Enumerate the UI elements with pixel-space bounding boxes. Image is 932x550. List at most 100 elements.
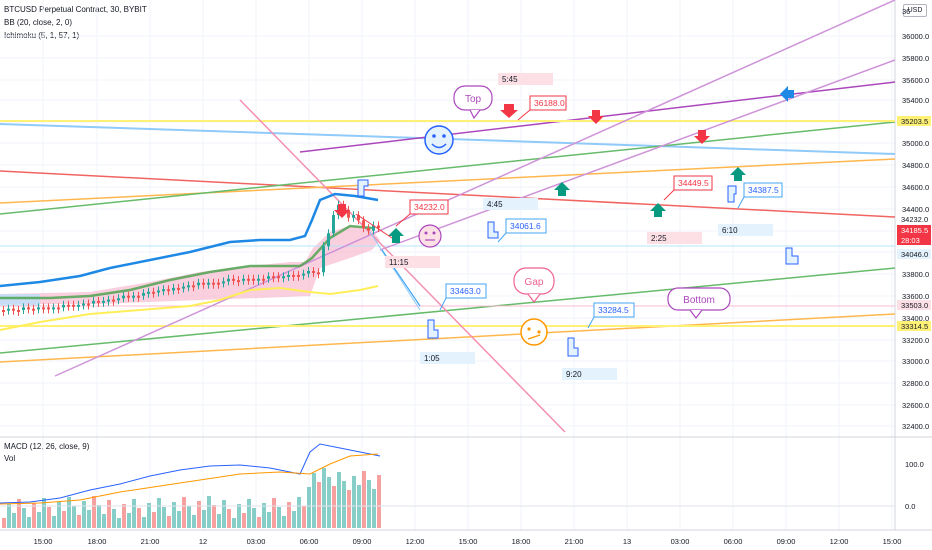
candle-body bbox=[302, 273, 305, 276]
candle-body bbox=[77, 304, 80, 307]
candle-body bbox=[127, 295, 130, 298]
volume-bar bbox=[87, 510, 91, 528]
candle-body bbox=[172, 287, 175, 291]
volume-bar bbox=[72, 506, 76, 528]
candle-body bbox=[237, 280, 240, 283]
svg-text:5:45: 5:45 bbox=[502, 75, 518, 84]
candle-body bbox=[107, 299, 110, 302]
smiley-face-icon[interactable] bbox=[424, 125, 454, 155]
price-callout-34232[interactable]: 34232.0 bbox=[395, 199, 449, 227]
bb-legend[interactable]: BB (20, close, 2, 0) bbox=[4, 18, 73, 27]
price-tick-label: 32800.0 bbox=[902, 379, 929, 388]
candle-body bbox=[82, 303, 85, 306]
time-axis[interactable]: 15:00 18:00 21:00 12 03:00 06:00 09:00 12:00 15:… bbox=[34, 537, 902, 546]
volume-bar bbox=[217, 514, 221, 528]
macd-tick-label: 100.0 bbox=[905, 460, 924, 469]
vol-legend[interactable]: Vol bbox=[4, 454, 16, 463]
time-range-boxes[interactable] bbox=[385, 73, 773, 380]
price-tick-label: 34600.0 bbox=[902, 183, 929, 192]
candle-body bbox=[152, 291, 155, 294]
candle-body bbox=[267, 276, 270, 279]
volume-bar bbox=[222, 500, 226, 528]
left-arrow[interactable] bbox=[780, 86, 794, 102]
currency-unit-button[interactable]: USD bbox=[903, 4, 927, 17]
candle-body bbox=[167, 289, 170, 292]
volume-bar bbox=[17, 499, 21, 528]
volume-bar bbox=[42, 498, 46, 528]
candle-body bbox=[362, 220, 365, 229]
candle-body bbox=[87, 303, 90, 306]
price-badge: 34232.0 bbox=[897, 214, 931, 224]
symbol-legend[interactable]: BTCUSD Perpetual Contract, 30, BYBIT bbox=[4, 5, 147, 14]
trend-lines[interactable] bbox=[0, 0, 896, 433]
candle-body bbox=[297, 274, 300, 277]
candle-body bbox=[212, 282, 215, 285]
candle-body bbox=[157, 290, 160, 293]
price-tick-label: 32400.0 bbox=[902, 422, 929, 431]
volume-bar bbox=[177, 511, 181, 528]
neutral-face-icon[interactable] bbox=[418, 224, 442, 248]
price-callout-34387[interactable]: 34387.5 bbox=[737, 182, 783, 209]
red-diagonal-drawing[interactable] bbox=[355, 213, 393, 239]
volume-bar bbox=[292, 511, 296, 528]
price-callout-34061[interactable]: 34061.6 bbox=[497, 218, 547, 243]
bottom-bubble[interactable]: Bottom bbox=[667, 287, 731, 319]
candlesticks[interactable] bbox=[2, 200, 380, 316]
time-tick-label: 12 bbox=[199, 537, 207, 546]
price-callout-36188[interactable]: 36188.0 bbox=[517, 95, 567, 121]
volume-bar bbox=[257, 517, 261, 528]
price-tick-label: 33200.0 bbox=[902, 336, 929, 345]
volume-bar bbox=[112, 509, 116, 528]
svg-text:6:10: 6:10 bbox=[722, 226, 738, 235]
candle-body bbox=[177, 287, 180, 290]
grid bbox=[0, 0, 895, 530]
candle-body bbox=[247, 278, 250, 281]
time-tick-label: 21:00 bbox=[565, 537, 584, 546]
volume-bar bbox=[277, 507, 281, 528]
volume-bar bbox=[272, 498, 276, 528]
candle-body bbox=[37, 307, 40, 310]
candle-body bbox=[32, 308, 35, 311]
macd-legend[interactable]: MACD (12, 26, close, 9) bbox=[4, 442, 90, 451]
candle-body bbox=[122, 295, 125, 299]
candle-body bbox=[227, 278, 230, 282]
candle-body bbox=[207, 282, 210, 285]
time-tick-label: 06:00 bbox=[300, 537, 319, 546]
down-arrows[interactable] bbox=[334, 104, 710, 218]
top-bubble[interactable]: Top bbox=[453, 85, 493, 120]
time-tick-label: 18:00 bbox=[512, 537, 531, 546]
svg-text:35203.5: 35203.5 bbox=[901, 117, 928, 126]
price-callout-33284[interactable]: 33284.5 bbox=[587, 302, 635, 329]
volume-bar bbox=[327, 477, 331, 528]
candle-body bbox=[377, 225, 380, 229]
candle-body bbox=[272, 276, 275, 279]
time-tick-label: 18:00 bbox=[88, 537, 107, 546]
up-arrows[interactable] bbox=[388, 167, 746, 243]
volume-bar bbox=[82, 501, 86, 528]
volume-bar bbox=[197, 501, 201, 528]
volume-bar bbox=[32, 503, 36, 528]
candle-body bbox=[352, 215, 355, 218]
gap-bubble[interactable]: Gap bbox=[513, 267, 555, 303]
volume-bar bbox=[152, 512, 156, 528]
candle-body bbox=[217, 282, 220, 285]
volume-bar bbox=[252, 508, 256, 528]
confused-face-icon[interactable] bbox=[520, 318, 548, 346]
time-tick-label: 12:00 bbox=[406, 537, 425, 546]
price-tick-label: 35600.0 bbox=[902, 76, 929, 85]
volume-bar bbox=[317, 482, 321, 528]
time-tick-label: 15:00 bbox=[883, 537, 902, 546]
hand-pointer-icons[interactable] bbox=[357, 179, 799, 357]
volume-bar bbox=[372, 489, 376, 528]
svg-text:34232.0: 34232.0 bbox=[414, 202, 445, 212]
volume-bar bbox=[77, 515, 81, 528]
volume-bar bbox=[347, 490, 351, 528]
price-callout-33463[interactable]: 33463.0 bbox=[439, 283, 487, 311]
candle-body bbox=[242, 278, 245, 281]
price-callout-34449[interactable]: 34449.5 bbox=[663, 175, 713, 201]
macd-axis[interactable]: 100.0 0.0 bbox=[905, 460, 924, 511]
candle-body bbox=[282, 276, 285, 279]
volume-bar bbox=[12, 513, 16, 528]
time-tick-label: 03:00 bbox=[247, 537, 266, 546]
